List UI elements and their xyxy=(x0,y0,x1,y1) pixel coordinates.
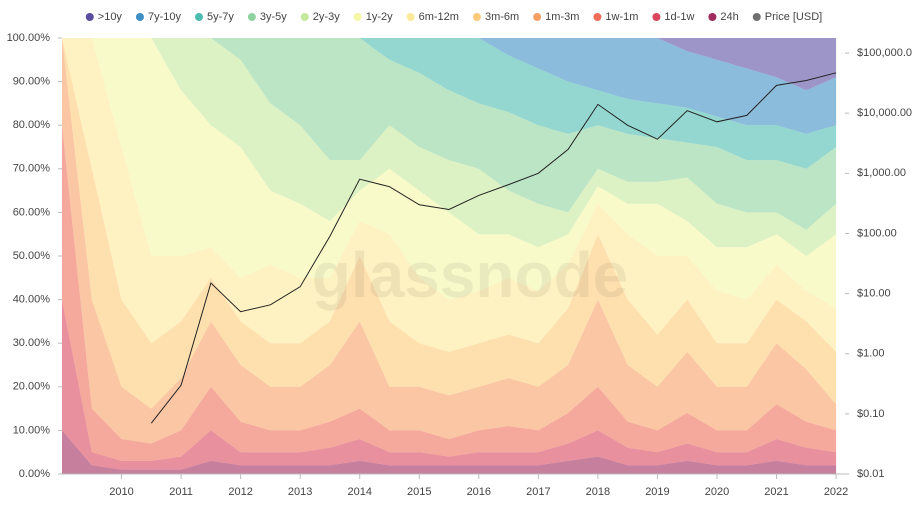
legend-label: 3y-5y xyxy=(260,11,287,23)
x-tick-label: 2018 xyxy=(586,486,610,498)
y2-tick-label: $10,000.00 xyxy=(857,107,912,119)
x-tick-label: 2012 xyxy=(228,486,252,498)
y-tick-label: 30.00% xyxy=(13,337,51,349)
y-tick-label: 50.00% xyxy=(13,250,51,262)
y2-tick-label: $1,000.00 xyxy=(857,167,906,179)
y2-tick-label: $0.10 xyxy=(857,408,885,420)
legend-marker xyxy=(652,13,661,21)
legend-label: 1y-2y xyxy=(366,11,393,23)
x-tick-label: 2011 xyxy=(169,486,193,498)
x-tick-label: 2016 xyxy=(467,486,491,498)
y2-tick-label: $100,000.00 xyxy=(857,47,912,59)
legend-marker xyxy=(708,13,717,21)
y-tick-label: 20.00% xyxy=(13,381,51,393)
x-tick-label: 2019 xyxy=(645,486,669,498)
area xyxy=(62,38,837,444)
legend-marker xyxy=(247,13,256,21)
legend-marker xyxy=(135,13,144,21)
area xyxy=(62,38,837,134)
y-tick-label: 100.00% xyxy=(7,32,51,44)
legend-label: 1w-1m xyxy=(605,11,638,23)
x-tick-label: 2020 xyxy=(705,486,729,498)
y-tick-label: 60.00% xyxy=(13,206,51,218)
legend-label: 1m-3m xyxy=(545,11,579,23)
legend-label: 7y-10y xyxy=(148,11,182,23)
area xyxy=(62,38,837,91)
price-line xyxy=(150,72,837,424)
area xyxy=(62,38,837,352)
legend-label: 5y-7y xyxy=(207,11,234,23)
legend-label: 24h xyxy=(720,11,738,23)
legend-label: 6m-12m xyxy=(419,11,459,23)
y-tick-label: 0.00% xyxy=(19,468,50,480)
area xyxy=(62,38,837,409)
x-tick-label: 2022 xyxy=(824,486,848,498)
y-tick-label: 10.00% xyxy=(13,424,51,436)
legend-marker xyxy=(300,13,309,21)
legend-label: 1d-1w xyxy=(664,11,694,23)
legend-label: 3m-6m xyxy=(485,11,519,23)
area xyxy=(62,125,837,461)
legend-label: >10y xyxy=(98,11,123,23)
legend-label: Price [USD] xyxy=(765,11,822,23)
y2-tick-label: $10.00 xyxy=(857,288,891,300)
legend-marker xyxy=(85,13,94,21)
legend-marker xyxy=(533,13,542,21)
area xyxy=(62,38,837,230)
y2-tick-label: $0.01 xyxy=(857,468,885,480)
legend-label: 2y-3y xyxy=(313,11,340,23)
y-tick-label: 40.00% xyxy=(13,294,51,306)
legend-marker xyxy=(406,13,415,21)
watermark: glassnode xyxy=(312,239,629,311)
x-tick-label: 2021 xyxy=(764,486,788,498)
x-tick-label: 2015 xyxy=(407,486,431,498)
area xyxy=(62,38,837,256)
y-tick-label: 80.00% xyxy=(13,119,51,131)
y-tick-label: 90.00% xyxy=(13,76,51,88)
area xyxy=(62,299,837,470)
x-tick-label: 2013 xyxy=(288,486,312,498)
x-tick-label: 2017 xyxy=(526,486,550,498)
legend-marker xyxy=(353,13,362,21)
x-tick-label: 2010 xyxy=(109,486,133,498)
area xyxy=(62,38,837,309)
x-tick-label: 2014 xyxy=(347,486,371,498)
legend-marker xyxy=(194,13,203,21)
legend-marker xyxy=(472,13,481,21)
legend-marker xyxy=(593,13,602,21)
area xyxy=(62,38,837,169)
y2-tick-label: $1.00 xyxy=(857,348,885,360)
y-tick-label: 70.00% xyxy=(13,163,51,175)
area xyxy=(62,430,837,474)
y2-tick-label: $100.00 xyxy=(857,227,897,239)
legend-marker xyxy=(752,13,761,21)
legend: >10y 7y-10y 5y-7y 3y-5y 2y-3y 1y-2y 6m-12m 3m-6… xyxy=(85,11,822,23)
